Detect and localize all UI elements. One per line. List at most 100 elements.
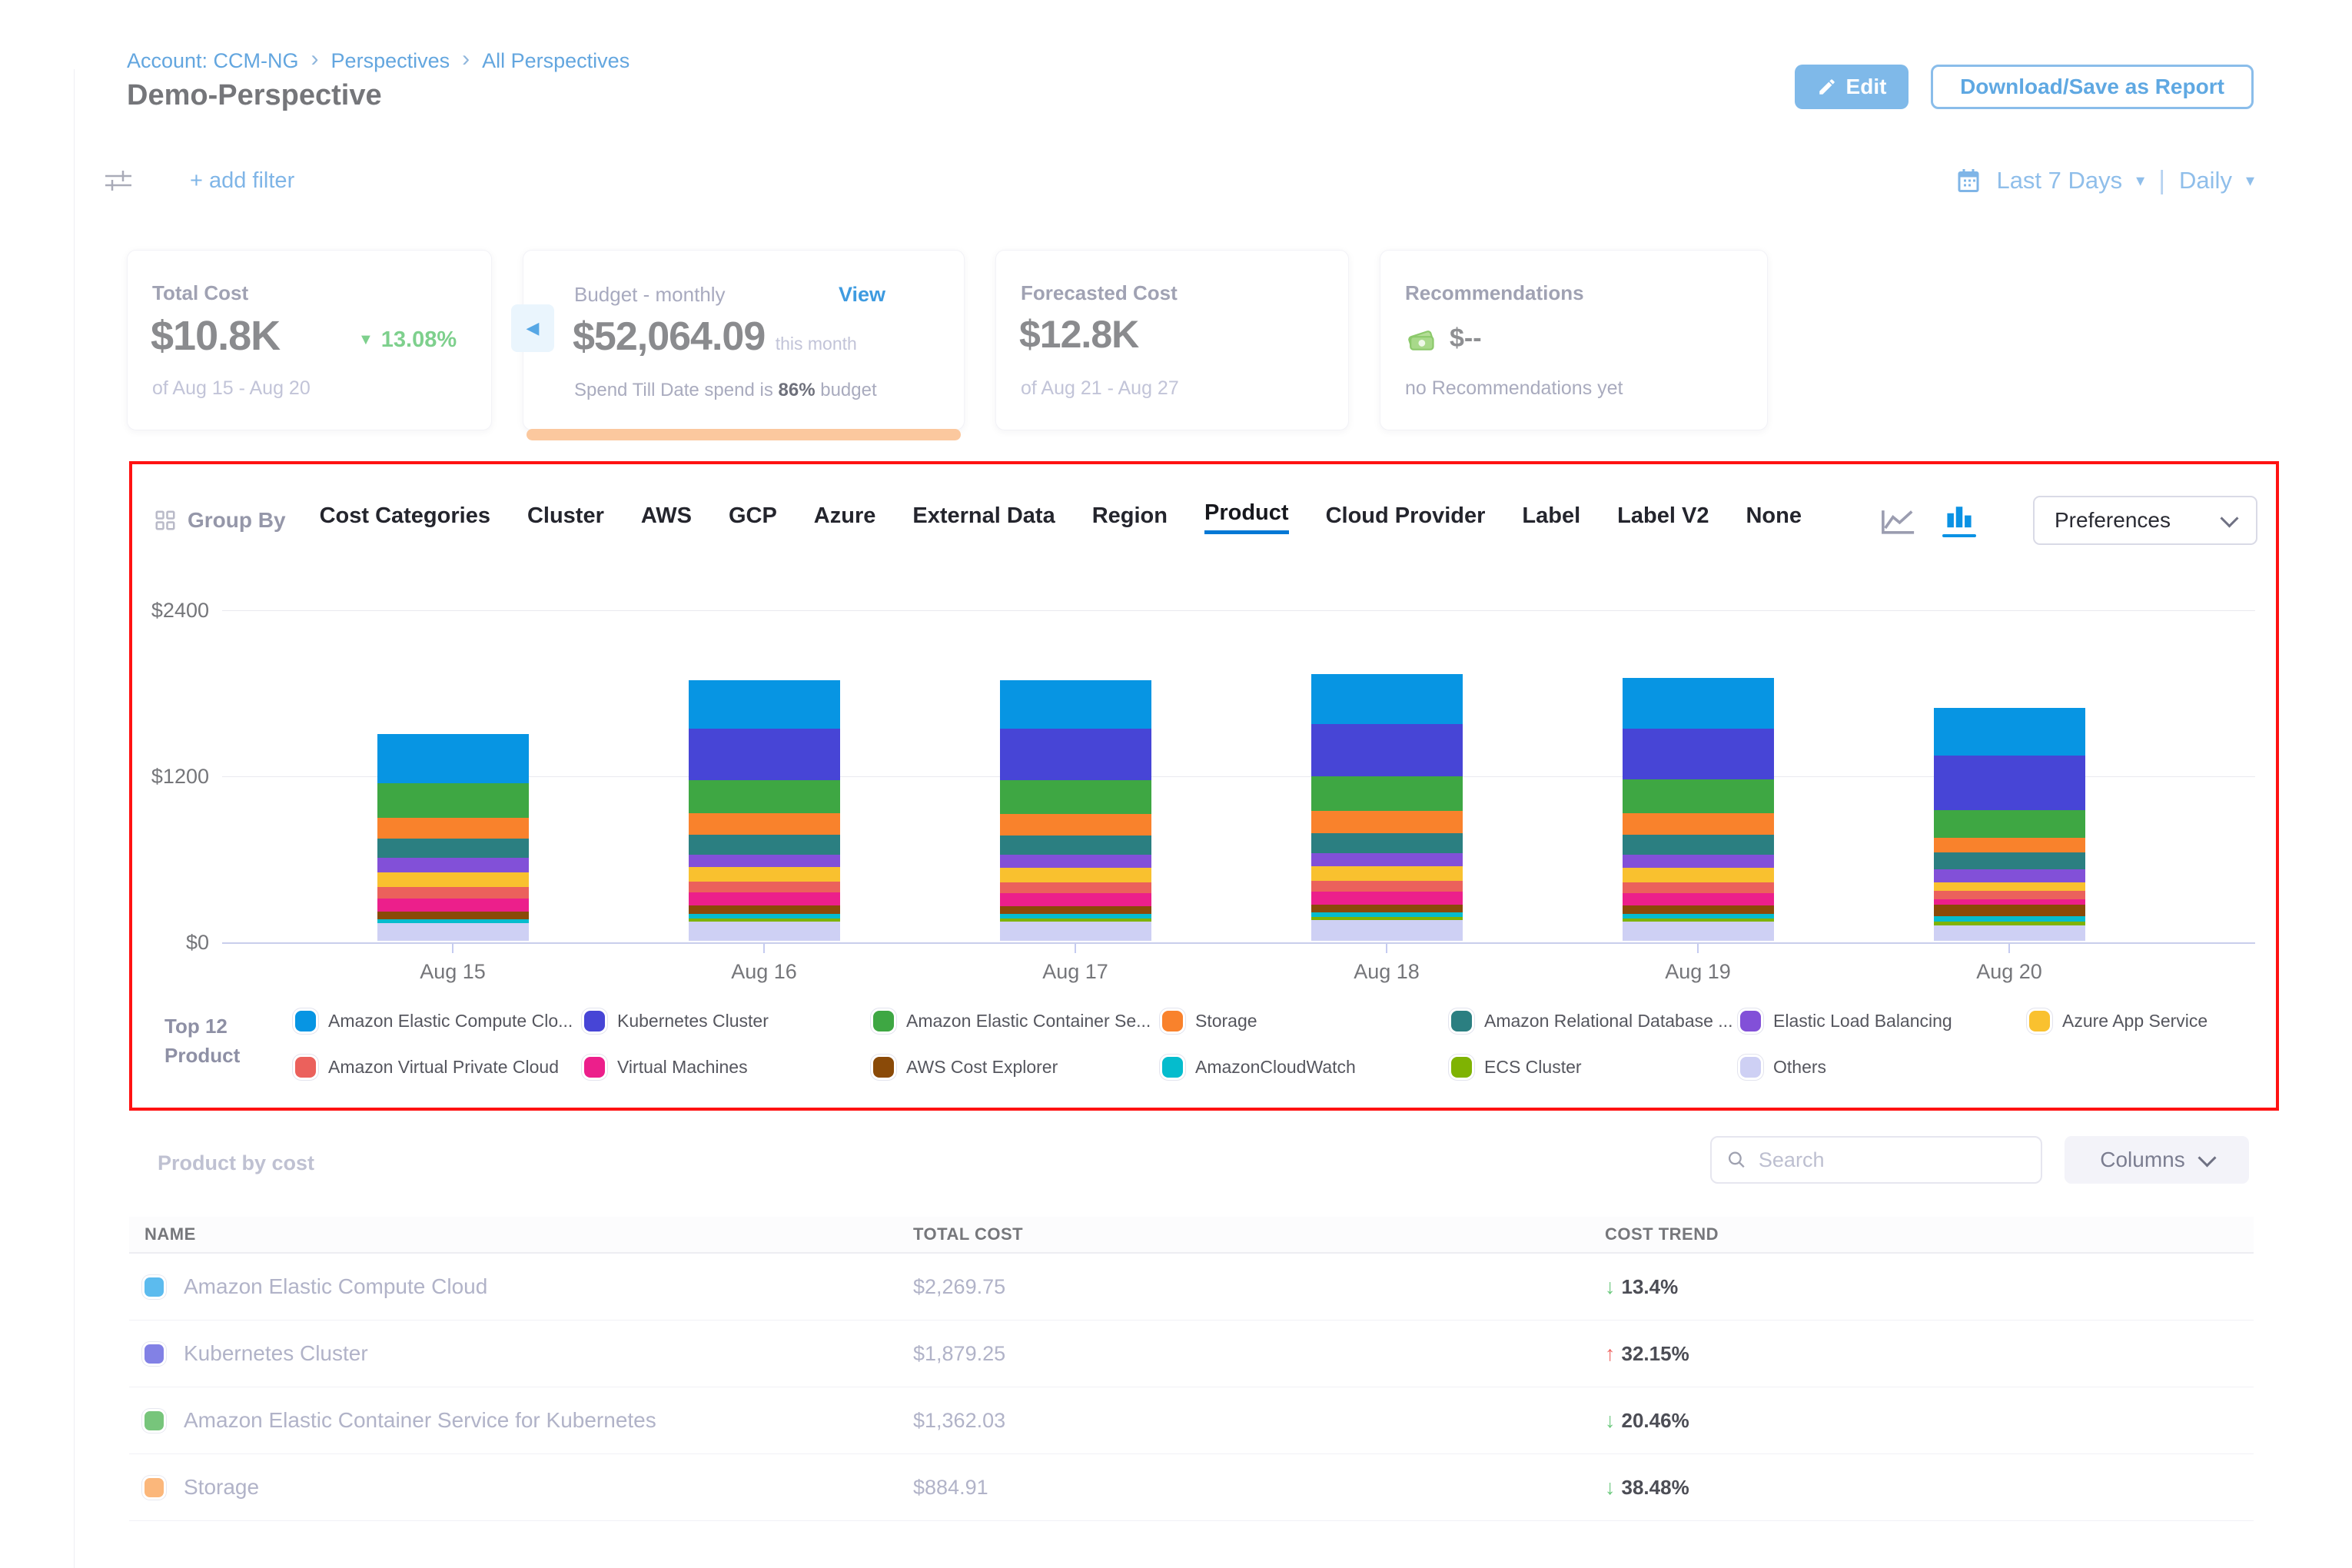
line-chart-icon[interactable] (1881, 506, 1916, 535)
bar-aug-20[interactable] (1934, 707, 2085, 941)
row-name-cell[interactable]: Amazon Elastic Compute Cloud (145, 1274, 913, 1299)
header-total-cost[interactable]: TOTAL COST (913, 1224, 1024, 1244)
row-total-cost: $1,879.25 (913, 1341, 1006, 1365)
bar-aug-15[interactable] (377, 734, 529, 941)
tab-cloud-provider[interactable]: Cloud Provider (1325, 503, 1486, 528)
legend-item-others[interactable]: Others (1740, 1050, 2029, 1084)
filter-sliders-icon[interactable] (102, 167, 135, 194)
bar-segment-storage (1311, 811, 1463, 833)
legend-swatch (873, 1010, 894, 1031)
group-by-row: Group By Cost Categories Cluster AWS GCP Azu… (154, 493, 2257, 547)
table-row-storage[interactable]: Storage $884.91 ↓ 38.48% (129, 1454, 2254, 1521)
recommendations-value-line: $-- (1404, 321, 1482, 355)
legend-item-virtual-machines[interactable]: Virtual Machines (584, 1050, 873, 1084)
preferences-dropdown[interactable]: Preferences (2033, 496, 2257, 545)
legend-item-elastic-load-balancing[interactable]: Elastic Load Balancing (1740, 1004, 2029, 1038)
legend-label: Elastic Load Balancing (1773, 1010, 1952, 1031)
tab-cost-categories[interactable]: Cost Categories (319, 503, 490, 528)
money-icon (1408, 331, 1434, 350)
columns-dropdown[interactable]: Columns (2065, 1136, 2249, 1184)
table-row-amazon-elastic-compute-cloud[interactable]: Amazon Elastic Compute Cloud $2,269.75 ↓ 13… (129, 1254, 2254, 1321)
legend-swatch (1451, 1056, 1472, 1078)
bar-aug-18[interactable] (1311, 673, 1463, 941)
tab-label-v2[interactable]: Label V2 (1617, 503, 1709, 528)
search-icon (1728, 1151, 1745, 1168)
breadcrumb-account[interactable]: Account: CCM-NG (127, 48, 299, 72)
search-input[interactable] (1756, 1147, 2025, 1173)
filter-bar: + add filter Last 7 Days ▾ | Daily ▾ (102, 159, 2254, 202)
legend-item-amazoncloudwatch[interactable]: AmazonCloudWatch (1162, 1050, 1451, 1084)
table-search[interactable] (1710, 1136, 2042, 1184)
tab-azure[interactable]: Azure (813, 503, 876, 528)
legend-item-storage[interactable]: Storage (1162, 1004, 1451, 1038)
x-axis-tick (1386, 944, 1387, 953)
legend-item-amazon-elastic-compute-cloud[interactable]: Amazon Elastic Compute Clo... (295, 1004, 584, 1038)
tab-cluster[interactable]: Cluster (527, 503, 604, 528)
recommendations-card: Recommendations $-- no Recommendations y… (1380, 250, 1768, 430)
bar-segment-azure-app-service (377, 872, 529, 888)
legend-label: Azure App Service (2062, 1010, 2208, 1031)
legend-item-azure-app-service[interactable]: Azure App Service (2029, 1004, 2318, 1038)
row-swatch (145, 1410, 164, 1430)
tab-aws[interactable]: AWS (640, 503, 692, 528)
legend-item-amazon-elastic-container-service-for-kubernetes[interactable]: Amazon Elastic Container Se... (873, 1004, 1162, 1038)
download-save-report-button[interactable]: Download/Save as Report (1931, 65, 2254, 109)
tab-product[interactable]: Product (1204, 500, 1289, 534)
forecasted-cost-card: Forecasted Cost $12.8K of Aug 21 - Aug 2… (995, 250, 1349, 430)
header-name[interactable]: NAME (145, 1224, 196, 1244)
chevron-down-icon[interactable]: ▾ (2245, 171, 2254, 190)
bar-segment-amazoncloudwatch (377, 919, 529, 923)
add-filter-button[interactable]: + add filter (190, 168, 295, 193)
x-axis-label: Aug 16 (731, 960, 797, 983)
legend-item-aws-cost-explorer[interactable]: AWS Cost Explorer (873, 1050, 1162, 1084)
header-cost-trend[interactable]: COST TREND (1605, 1224, 1719, 1244)
legend-label: Others (1773, 1056, 1827, 1077)
tab-region[interactable]: Region (1091, 503, 1168, 528)
bar-segment-others (689, 921, 840, 941)
time-range-dropdown[interactable]: Last 7 Days (1996, 167, 2123, 194)
bar-segment-amazon-elastic-compute-cloud (377, 734, 529, 783)
row-name-cell[interactable]: Kubernetes Cluster (145, 1341, 913, 1366)
bar-segment-azure-app-service (1934, 882, 2085, 891)
legend-item-amazon-virtual-private-cloud[interactable]: Amazon Virtual Private Cloud (295, 1050, 584, 1084)
legend-label: ECS Cluster (1484, 1056, 1582, 1077)
legend-item-ecs-cluster[interactable]: ECS Cluster (1451, 1050, 1740, 1084)
budget-value: $52,064.09 this month (573, 314, 857, 359)
table-row-amazon-elastic-container-service-for-kubernetes[interactable]: Amazon Elastic Container Service for Kub… (129, 1387, 2254, 1454)
breadcrumb-all-perspectives[interactable]: All Perspectives (482, 48, 630, 72)
row-name-cell[interactable]: Storage (145, 1475, 913, 1500)
time-controls: Last 7 Days ▾ | Daily ▾ (1955, 166, 2254, 196)
bar-segment-amazon-elastic-compute-cloud (1311, 673, 1463, 724)
bar-aug-19[interactable] (1623, 677, 1774, 941)
x-axis-tick (2008, 944, 2010, 953)
chevron-down-icon[interactable]: ▾ (2136, 171, 2145, 190)
edit-button[interactable]: Edit (1795, 65, 1909, 109)
budget-view-link[interactable]: View (839, 283, 886, 306)
granularity-dropdown[interactable]: Daily (2179, 167, 2232, 194)
bar-segment-virtual-machines (377, 899, 529, 912)
bar-segment-others (1000, 922, 1151, 941)
table-row-kubernetes-cluster[interactable]: Kubernetes Cluster $1,879.25 ↑ 32.15% (129, 1321, 2254, 1387)
legend-item-amazon-relational-database[interactable]: Amazon Relational Database ... (1451, 1004, 1740, 1038)
row-name-cell[interactable]: Amazon Elastic Container Service for Kub… (145, 1408, 913, 1433)
tab-gcp[interactable]: GCP (728, 503, 777, 528)
bar-aug-17[interactable] (1000, 679, 1151, 941)
chart-legend: Amazon Elastic Compute Clo... Kubernetes … (295, 1004, 2318, 1084)
bar-segment-ecs-cluster (1311, 917, 1463, 920)
tab-none[interactable]: None (1746, 503, 1802, 528)
bar-segment-amazoncloudwatch (689, 913, 840, 919)
bar-aug-16[interactable] (689, 679, 840, 941)
previous-budget-button[interactable]: ◀ (511, 304, 554, 352)
legend-swatch (1740, 1010, 1761, 1031)
trend-value: 32.15% (1621, 1341, 1689, 1365)
tab-external-data[interactable]: External Data (912, 503, 1055, 528)
breadcrumb-perspectives[interactable]: Perspectives (331, 48, 450, 72)
y-axis-label: $0 (185, 931, 209, 954)
bar-segment-amazon-elastic-container-service-for-kubernetes (377, 782, 529, 818)
tab-label[interactable]: Label (1522, 503, 1581, 528)
bar-chart-icon[interactable] (1942, 503, 1976, 537)
bar-segment-elastic-load-balancing (1000, 855, 1151, 869)
recommendations-note: no Recommendations yet (1405, 377, 1623, 399)
legend-item-kubernetes-cluster[interactable]: Kubernetes Cluster (584, 1004, 873, 1038)
budget-progress-bar (527, 429, 961, 440)
